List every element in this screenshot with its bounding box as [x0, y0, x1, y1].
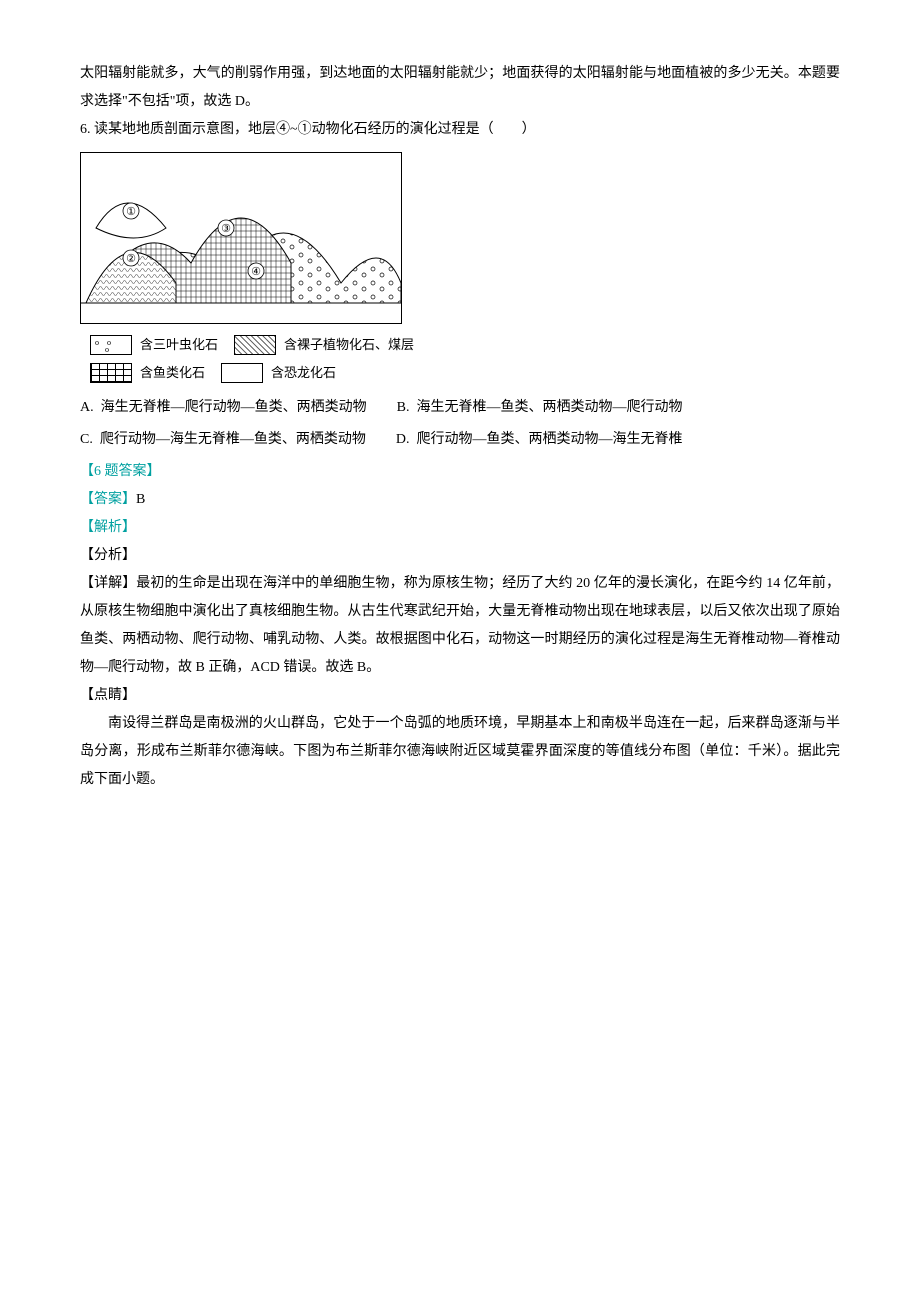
option-d: D. 爬行动物—鱼类、两栖类动物—海生无脊椎: [396, 426, 683, 454]
q6-fenxi-label: 【分析】: [80, 542, 840, 570]
answer-label: 【答案】: [80, 492, 136, 507]
answer-value: B: [136, 492, 145, 507]
svg-text:③: ③: [221, 223, 231, 235]
intro-paragraph: 太阳辐射能就多，大气的削弱作用强，到达地面的太阳辐射能就少；地面获得的太阳辐射能…: [80, 60, 840, 116]
q6-figure: ① ② ③ ④: [80, 152, 402, 324]
legend-swatch-circles: [90, 335, 132, 355]
option-c: C. 爬行动物—海生无脊椎—鱼类、两栖类动物: [80, 426, 366, 454]
q6-answer-header: 【6 题答案】: [80, 458, 840, 486]
legend-swatch-waves: [234, 335, 276, 355]
option-a: A. 海生无脊椎—爬行动物—鱼类、两栖类动物: [80, 394, 367, 422]
legend-text: 含三叶虫化石: [140, 332, 218, 358]
q6-analysis-label: 【解析】: [80, 514, 840, 542]
detail-text: 最初的生命是出现在海洋中的单细胞生物，称为原核生物；经历了大约 20 亿年的漫长…: [80, 576, 840, 675]
legend-text: 含鱼类化石: [140, 360, 205, 386]
legend-swatch-blank: [221, 363, 263, 383]
detail-label: 【详解】: [80, 576, 136, 591]
q6-detail: 【详解】最初的生命是出现在海洋中的单细胞生物，称为原核生物；经历了大约 20 亿…: [80, 570, 840, 682]
svg-text:④: ④: [251, 266, 261, 278]
option-b: B. 海生无脊椎—鱼类、两栖类动物—爬行动物: [397, 394, 683, 422]
legend-swatch-bricks: [90, 363, 132, 383]
q6-legend: 含三叶虫化石 含裸子植物化石、煤层 含鱼类化石 含恐龙化石: [80, 332, 440, 386]
q6-options-row2: C. 爬行动物—海生无脊椎—鱼类、两栖类动物 D. 爬行动物—鱼类、两栖类动物—…: [80, 426, 840, 454]
legend-text: 含裸子植物化石、煤层: [284, 332, 414, 358]
svg-text:①: ①: [126, 206, 136, 218]
q6-options-row1: A. 海生无脊椎—爬行动物—鱼类、两栖类动物 B. 海生无脊椎—鱼类、两栖类动物…: [80, 394, 840, 422]
q6-dianjing-label: 【点睛】: [80, 682, 840, 710]
q6-answer-line: 【答案】B: [80, 486, 840, 514]
q6-stem: 6. 读某地地质剖面示意图，地层④~①动物化石经历的演化过程是（ ）: [80, 116, 840, 144]
svg-text:②: ②: [126, 253, 136, 265]
legend-text: 含恐龙化石: [271, 360, 336, 386]
next-passage: 南设得兰群岛是南极洲的火山群岛，它处于一个岛弧的地质环境，早期基本上和南极半岛连…: [80, 710, 840, 794]
